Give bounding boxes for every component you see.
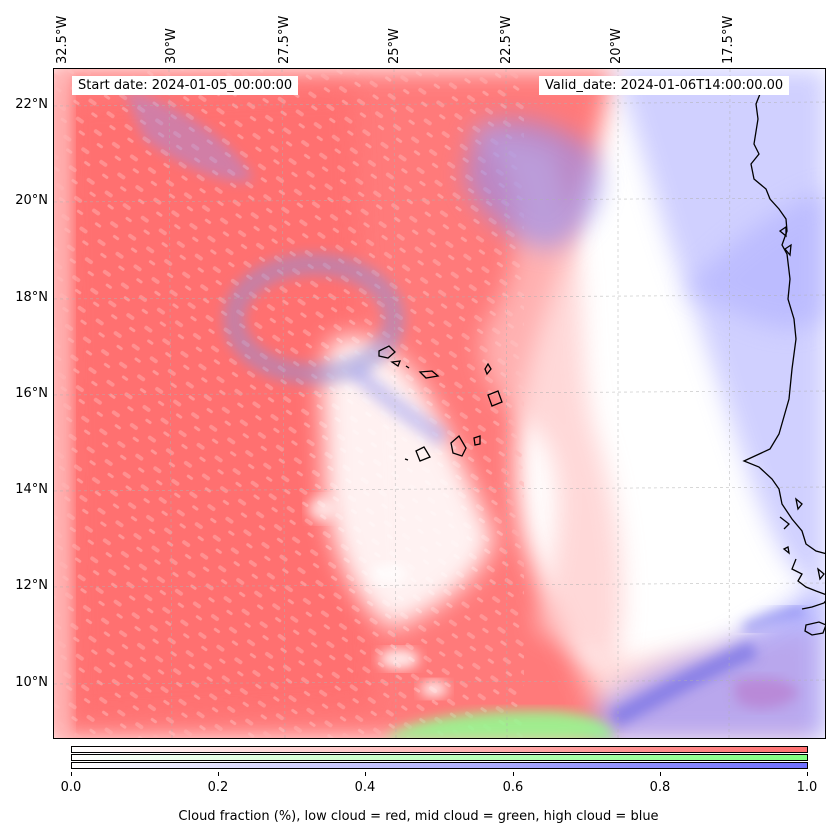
island-santa-luzia bbox=[405, 365, 410, 369]
map-panel[interactable] bbox=[53, 68, 826, 739]
island-sal bbox=[484, 362, 492, 376]
lon-label-20w: 20°W bbox=[609, 28, 624, 64]
colorbar bbox=[71, 746, 808, 770]
lon-label-30w: 30°W bbox=[164, 28, 179, 64]
colorbar-tick bbox=[660, 772, 661, 776]
colorbar-low-cloud bbox=[71, 746, 808, 753]
colorbar-tick-label: 0.2 bbox=[207, 780, 229, 795]
island-santiago bbox=[450, 434, 467, 457]
island-fogo bbox=[415, 446, 431, 462]
lon-label-22-5w: 22.5°W bbox=[499, 15, 514, 64]
lon-label-17-5w: 17.5°W bbox=[721, 15, 736, 64]
colorbar-tick-label: 0.6 bbox=[502, 780, 524, 795]
african-coastline bbox=[742, 83, 825, 636]
island-santo-antao bbox=[378, 345, 396, 359]
mid-cloud-layer bbox=[386, 710, 614, 738]
colorbar-tick-label: 0.4 bbox=[354, 780, 376, 795]
island-sao-vicente bbox=[390, 360, 402, 367]
lat-label-12n: 12°N bbox=[15, 578, 48, 593]
start-date-label: Start date: 2024-01-05_00:00:00 bbox=[72, 76, 299, 95]
island-boa-vista bbox=[487, 390, 503, 407]
lat-label-14n: 14°N bbox=[15, 482, 48, 497]
low-cloud-layer bbox=[54, 69, 814, 738]
island-maio bbox=[473, 435, 481, 446]
lat-label-16n: 16°N bbox=[15, 386, 48, 401]
cloud-fraction-map bbox=[54, 69, 825, 738]
colorbar-tick bbox=[513, 772, 514, 776]
colorbar-tick bbox=[218, 772, 219, 776]
colorbar-tick bbox=[365, 772, 366, 776]
colorbar-mid-cloud bbox=[71, 754, 808, 761]
colorbar-tick-label: 0.0 bbox=[60, 780, 82, 795]
lon-label-27-5w: 27.5°W bbox=[277, 15, 292, 64]
lon-label-25w: 25°W bbox=[387, 28, 402, 64]
colorbar-high-cloud bbox=[71, 762, 808, 769]
island-sao-nicolau bbox=[418, 370, 440, 379]
colorbar-caption: Cloud fraction (%), low cloud = red, mid… bbox=[178, 809, 659, 824]
colorbar-tick-label: 0.8 bbox=[649, 780, 671, 795]
lat-label-10n: 10°N bbox=[15, 675, 48, 690]
island-brava bbox=[404, 458, 409, 461]
lon-label-32-5w: 32.5°W bbox=[55, 15, 70, 64]
lat-label-18n: 18°N bbox=[15, 290, 48, 305]
clear-sky-patches bbox=[308, 336, 494, 697]
lat-label-20n: 20°N bbox=[15, 193, 48, 208]
lat-label-22n: 22°N bbox=[15, 97, 48, 112]
colorbar-tick bbox=[71, 772, 72, 776]
cape-verde-islands bbox=[378, 345, 503, 462]
colorbar-tick bbox=[807, 772, 808, 776]
colorbar-tick-label: 1.0 bbox=[796, 780, 818, 795]
gridlines bbox=[54, 69, 825, 738]
valid-date-label: Valid_date: 2024-01-06T14:00:00.00 bbox=[539, 76, 790, 95]
